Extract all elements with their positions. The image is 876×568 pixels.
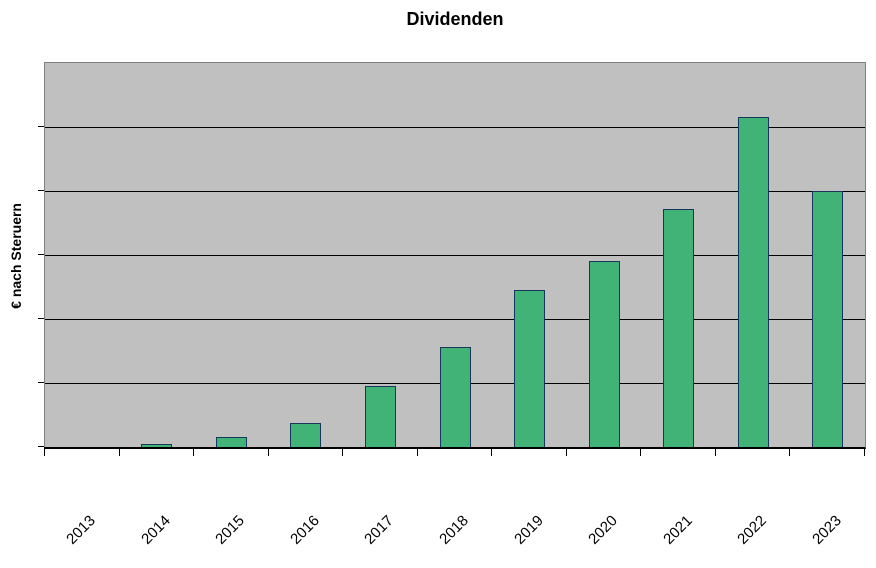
x-axis-tick (267, 447, 269, 456)
y-axis-label: € nach Steruern (8, 202, 24, 309)
chart-title: Dividenden (406, 9, 504, 29)
bar-2017 (364, 386, 396, 447)
x-axis-label-2016: 2016 (287, 512, 323, 548)
x-axis-label-2020: 2020 (585, 512, 621, 548)
x-axis-tick (193, 447, 195, 456)
x-axis-label-2022: 2022 (734, 512, 770, 548)
bar-2016 (290, 422, 322, 447)
x-axis-labels: 2013 2014 2015 2016 2017 2018 2019 2020 2021 2022… (44, 449, 864, 568)
x-axis-tick (491, 447, 493, 456)
bar-2023 (812, 191, 844, 447)
y-axis-tick (38, 446, 44, 447)
x-axis-label-2015: 2015 (212, 512, 249, 548)
y-axis-tick (38, 317, 44, 319)
x-axis-label-2021: 2021 (659, 512, 696, 548)
y-axis-tick (38, 189, 44, 191)
x-axis-label-2014: 2014 (138, 512, 174, 548)
x-axis-label-2017: 2017 (361, 512, 398, 548)
x-axis-tick (342, 447, 344, 456)
x-axis-label-2018: 2018 (436, 512, 472, 548)
bar-2014 (141, 443, 173, 447)
bar-2022 (737, 117, 769, 447)
x-axis-tick (44, 447, 45, 456)
x-axis-tick (789, 447, 791, 456)
bar-2018 (439, 347, 471, 447)
bar-2020 (588, 260, 620, 447)
y-axis-tick (38, 382, 44, 383)
x-axis-tick (118, 447, 120, 456)
x-axis-tick (714, 447, 716, 456)
gridline (45, 255, 865, 256)
x-axis-tick (565, 447, 567, 456)
gridline (45, 319, 865, 320)
y-axis-tick (38, 125, 44, 127)
y-axis-label-area: € nach Steruern (2, 62, 30, 449)
gridline (45, 191, 865, 192)
gridline (45, 127, 865, 128)
bar-2021 (663, 208, 695, 447)
bar-2015 (215, 436, 247, 447)
x-axis-tick (640, 447, 642, 456)
x-axis-label-2023: 2023 (808, 512, 845, 548)
x-axis-tick (416, 447, 418, 456)
y-axis-tick (38, 254, 44, 255)
plot-area (38, 62, 866, 456)
x-axis-label-2019: 2019 (510, 512, 547, 548)
bar-2019 (514, 289, 546, 447)
x-axis-label-2013: 2013 (63, 512, 100, 548)
x-axis-tick (864, 447, 865, 456)
